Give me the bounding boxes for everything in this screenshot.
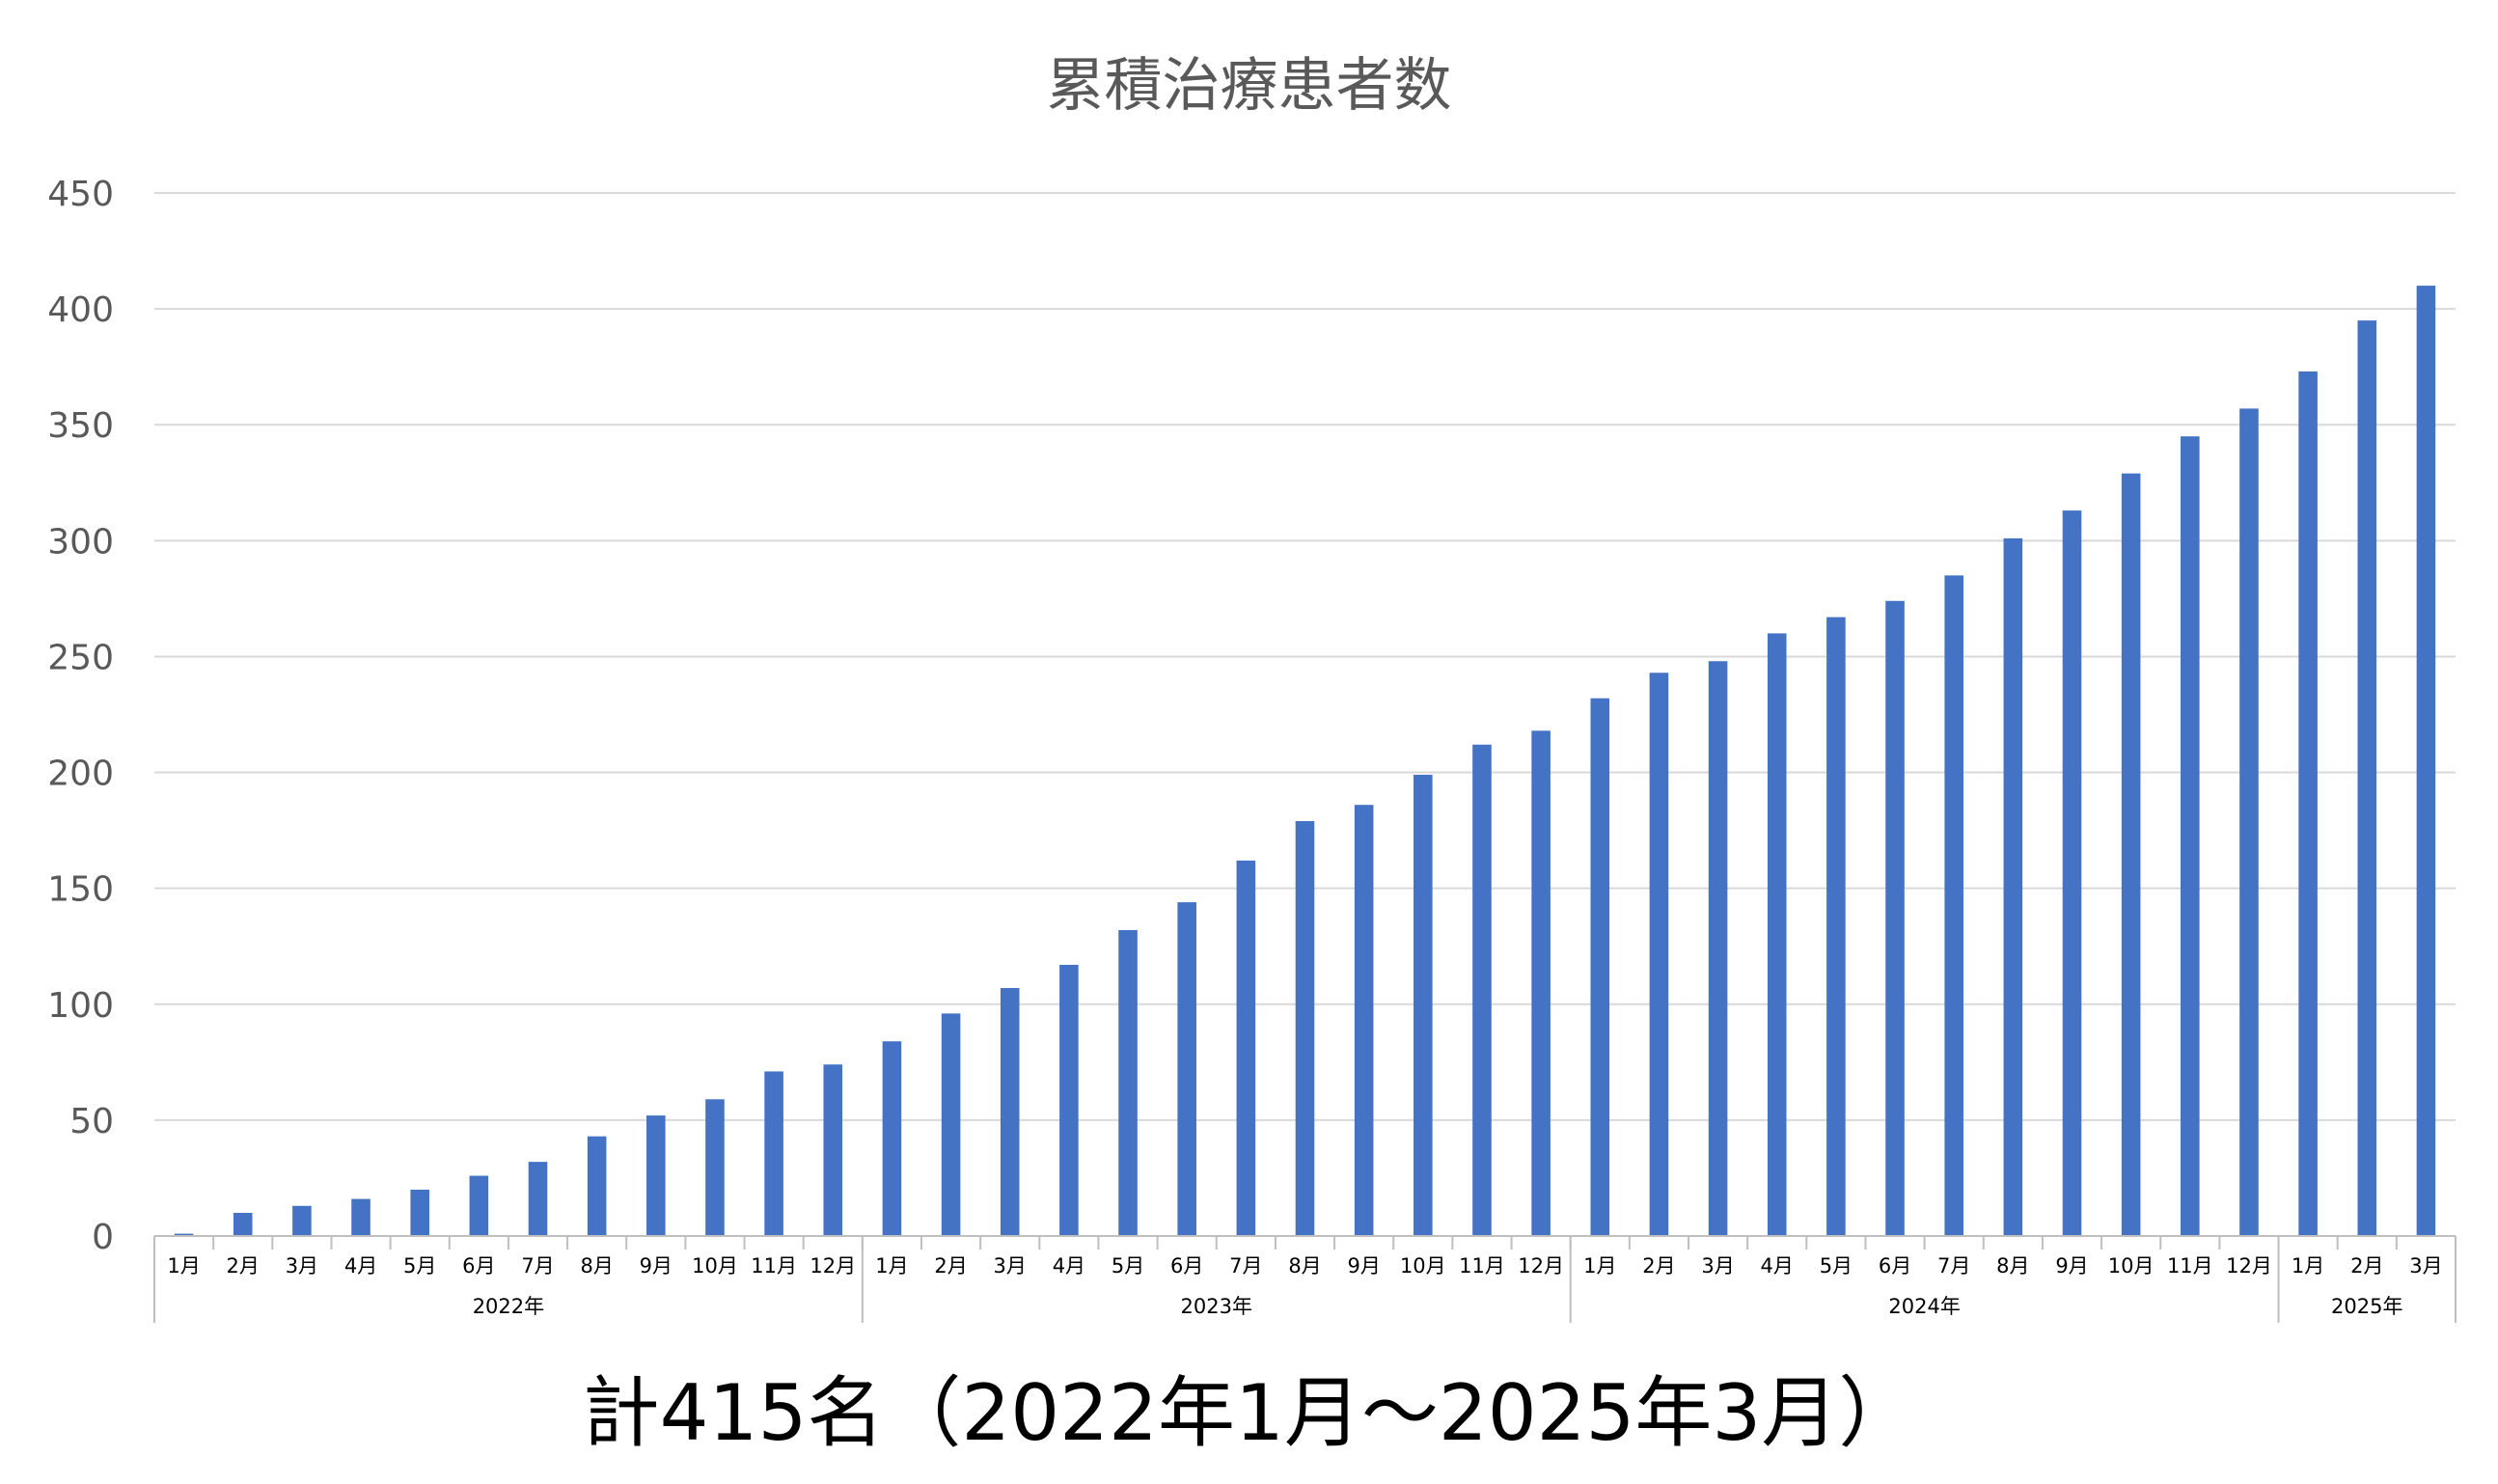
x-tick-label: 9月: [640, 1254, 673, 1278]
bar: [1118, 929, 1138, 1236]
x-tick-label: 4月: [344, 1254, 377, 1278]
x-tick-label: 6月: [1879, 1254, 1911, 1278]
bar: [2239, 408, 2259, 1236]
x-tick-label: 3月: [2409, 1254, 2442, 1278]
bar: [174, 1233, 194, 1236]
bar: [1354, 805, 1374, 1236]
bar: [1236, 860, 1256, 1236]
x-tick-label: 4月: [1761, 1254, 1794, 1278]
x-tick-label: 11月: [1459, 1254, 1505, 1278]
y-tick-label: 150: [47, 870, 114, 910]
x-tick-label: 8月: [1288, 1254, 1321, 1278]
bar: [1531, 730, 1551, 1236]
bar: [2298, 371, 2318, 1237]
bar: [2181, 436, 2200, 1236]
bar: [764, 1071, 783, 1236]
bar: [1649, 673, 1669, 1236]
year-label: 2024年: [1888, 1295, 1960, 1318]
x-tick-label: 11月: [2167, 1254, 2213, 1278]
total-caption: 計415名（2022年1月～2025年3月）: [582, 1368, 1916, 1458]
bar: [528, 1162, 548, 1236]
x-tick-label: 8月: [580, 1254, 613, 1278]
bar: [351, 1198, 371, 1236]
y-tick-label: 250: [47, 638, 114, 677]
x-tick-label: 2月: [1642, 1254, 1675, 1278]
bar: [1177, 902, 1196, 1236]
bar: [469, 1175, 489, 1236]
x-tick-label: 4月: [1053, 1254, 1085, 1278]
bar: [1295, 821, 1315, 1236]
y-axis: 0 50 100 150 200 250 300 350 400 450: [47, 175, 114, 1257]
bar: [2357, 320, 2377, 1237]
bar: [292, 1205, 312, 1236]
x-tick-label: 10月: [692, 1254, 738, 1278]
x-tick-label: 7月: [1937, 1254, 1970, 1278]
bar: [1590, 698, 1610, 1236]
x-tick-label: 12月: [1518, 1254, 1564, 1278]
bar: [2416, 286, 2436, 1237]
x-tick-label: 5月: [403, 1254, 436, 1278]
y-tick-label: 300: [47, 522, 114, 562]
bar: [941, 1013, 961, 1236]
bar: [1767, 633, 1787, 1236]
x-tick-label: 3月: [994, 1254, 1027, 1278]
x-tick-label: 5月: [1112, 1254, 1144, 1278]
bar: [1059, 964, 1079, 1236]
x-tick-label: 10月: [2108, 1254, 2155, 1278]
x-tick-label: 1月: [167, 1254, 200, 1278]
bar: [2062, 510, 2082, 1236]
y-tick-label: 450: [47, 175, 114, 214]
x-tick-label: 5月: [1820, 1254, 1853, 1278]
x-tick-label: 6月: [462, 1254, 495, 1278]
x-tick-label: 3月: [286, 1254, 318, 1278]
bar: [587, 1136, 607, 1236]
x-tick-label: 9月: [1347, 1254, 1380, 1278]
x-tick-label: 7月: [521, 1254, 554, 1278]
x-tick-label: 12月: [2226, 1254, 2272, 1278]
y-tick-label: 100: [47, 986, 114, 1026]
x-tick-label: 9月: [2055, 1254, 2088, 1278]
bar: [646, 1115, 666, 1236]
x-tick-label: 3月: [1701, 1254, 1734, 1278]
bar: [2003, 537, 2023, 1236]
y-tick-label: 50: [69, 1102, 114, 1141]
y-tick-label: 350: [47, 406, 114, 446]
bar: [410, 1189, 429, 1236]
bar: [1414, 774, 1433, 1236]
x-tick-label: 10月: [1400, 1254, 1446, 1278]
x-tick-label: 2月: [934, 1254, 967, 1278]
bar: [1000, 987, 1020, 1236]
x-tick-label: 2月: [2350, 1254, 2383, 1278]
bar: [882, 1041, 902, 1236]
x-tick-label: 11月: [751, 1254, 797, 1278]
year-label: 2025年: [2331, 1295, 2402, 1318]
x-tick-label: 6月: [1170, 1254, 1203, 1278]
bar: [233, 1212, 253, 1236]
y-tick-label: 400: [47, 290, 114, 330]
y-tick-label: 200: [47, 755, 114, 794]
x-tick-label: 1月: [2292, 1254, 2324, 1278]
x-tick-label: 7月: [1229, 1254, 1262, 1278]
x-tick-label: 1月: [875, 1254, 908, 1278]
year-label: 2023年: [1181, 1295, 1252, 1318]
x-tick-label: 12月: [810, 1254, 856, 1278]
bars: [174, 286, 2436, 1237]
x-axis: 1月 2月 3月 4月 5月 6月 7月 8月 9月 10月 11月 12月 1月 2月 3月 4月 5月 6月 7…: [153, 1235, 2457, 1323]
bar: [1944, 575, 1963, 1236]
bar: [705, 1099, 725, 1236]
bar: [1472, 744, 1492, 1236]
bar: [2121, 473, 2141, 1236]
x-tick-label: 2月: [227, 1254, 260, 1278]
bar: [1826, 617, 1846, 1236]
year-label: 2022年: [473, 1295, 544, 1318]
bar: [1708, 661, 1728, 1236]
bar: [1885, 600, 1905, 1236]
x-tick-label: 8月: [1996, 1254, 2029, 1278]
y-tick-label: 0: [92, 1218, 114, 1257]
bar: [823, 1064, 843, 1236]
x-tick-label: 1月: [1583, 1254, 1616, 1278]
chart-title: 累積治療患者数: [1046, 52, 1452, 120]
